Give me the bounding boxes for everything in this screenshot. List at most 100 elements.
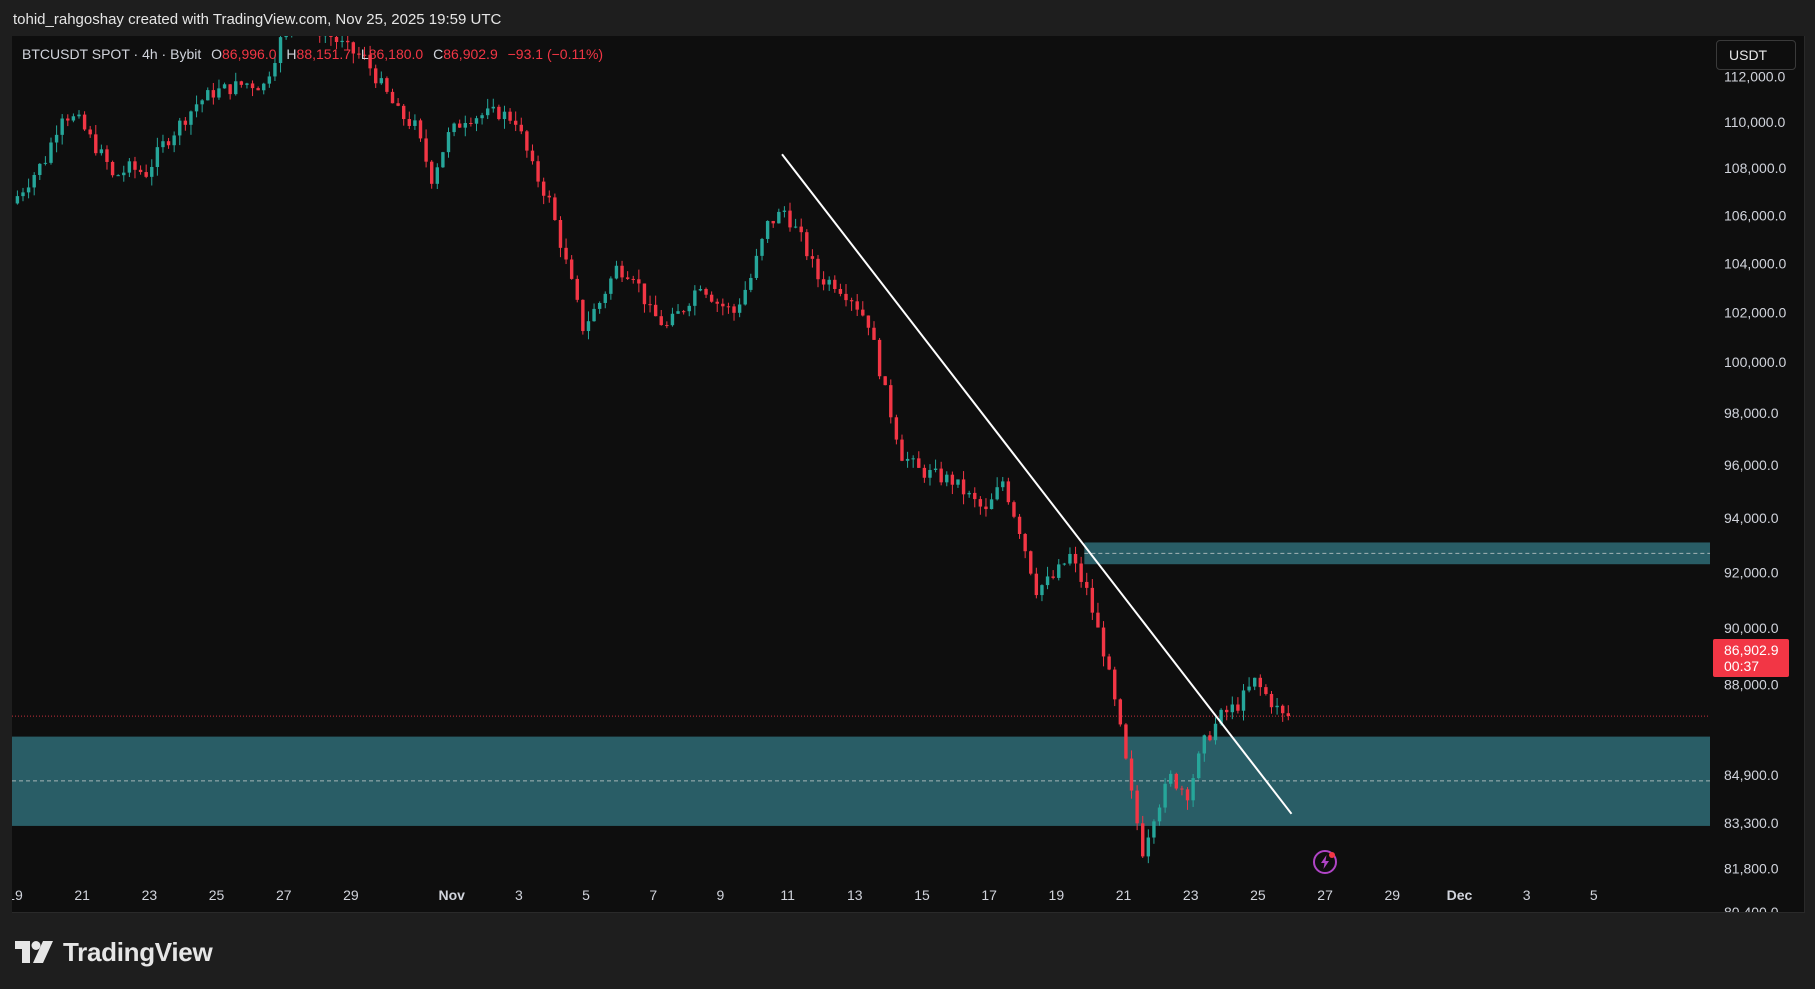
legend-interval[interactable]: 4h: [142, 46, 158, 62]
candle-body: [765, 220, 770, 239]
candle-body: [457, 123, 462, 128]
candle-body: [1264, 687, 1268, 694]
candle-body: [513, 120, 518, 125]
candle-body: [491, 106, 495, 109]
candle-body: [1045, 576, 1050, 586]
y-axis-tick-label: 96,000.0: [1724, 457, 1779, 473]
candle-body: [1286, 713, 1290, 717]
y-axis-tick-label: 83,300.0: [1724, 815, 1779, 831]
candle-body: [659, 316, 663, 326]
flash-icon[interactable]: [1312, 849, 1338, 875]
candle-body: [26, 187, 31, 193]
candle-body: [1275, 705, 1279, 708]
candle-body: [676, 311, 680, 314]
x-axis-tick-label: 3: [515, 887, 523, 903]
candle-body: [228, 84, 232, 95]
candle-body: [267, 76, 272, 84]
candle-body: [1129, 758, 1134, 791]
candle-body: [889, 385, 893, 418]
legend-open-value: 86,996.0: [222, 46, 277, 62]
candle-body: [183, 120, 188, 125]
candle-body: [1180, 788, 1184, 790]
currency-button[interactable]: USDT: [1716, 40, 1796, 70]
price-chart[interactable]: 112,000.0 110,000.0 108,000.0 106,000.0 104,…: [12, 36, 1804, 912]
candle-body: [603, 293, 607, 303]
candle-body: [810, 256, 815, 259]
candle-body: [614, 265, 619, 279]
candle-body: [133, 161, 137, 170]
candle-body: [1157, 807, 1162, 822]
candle-body: [200, 100, 204, 105]
candle-body: [698, 289, 703, 291]
candle-body: [911, 458, 915, 460]
candle-body: [452, 123, 456, 133]
candle-body: [446, 132, 451, 153]
candle-body: [1006, 481, 1011, 503]
candle-body: [60, 118, 64, 135]
candle-body: [877, 339, 882, 377]
candle-body: [1012, 502, 1016, 517]
candle-body: [385, 78, 389, 92]
candle-body: [1062, 563, 1067, 565]
tradingview-logo[interactable]: TradingView: [15, 936, 213, 968]
candle-body: [1163, 783, 1167, 808]
x-axis-tick-label: 21: [74, 887, 90, 903]
chart-frame[interactable]: 112,000.0 110,000.0 108,000.0 106,000.0 104,…: [12, 36, 1805, 913]
candle-body: [956, 479, 960, 485]
candle-body: [407, 119, 412, 126]
candle-body: [558, 219, 563, 248]
candle-body: [1152, 821, 1156, 838]
candle-body: [485, 108, 490, 116]
legend-exchange: Bybit: [170, 46, 202, 62]
candle-body: [1174, 773, 1179, 789]
candle-body: [172, 135, 176, 146]
x-axis-tick-label: 29: [343, 887, 359, 903]
legend-separator: ·: [133, 46, 143, 62]
candle-body: [346, 40, 350, 43]
candle-body: [497, 106, 501, 120]
candle-body: [917, 458, 921, 468]
candle-body: [900, 439, 904, 461]
last-price-tag: 86,902.9 00:37: [1713, 639, 1789, 677]
x-axis-tick-label: 19: [12, 887, 23, 903]
y-axis-tick-label: 80,400.0: [1724, 904, 1779, 912]
candle-body: [161, 141, 165, 148]
candle-body: [687, 305, 691, 312]
tradingview-logo-icon: [15, 941, 53, 963]
y-axis-tick-label: 110,000.0: [1724, 114, 1785, 130]
candle-body: [1017, 516, 1022, 534]
candle-body: [396, 103, 400, 106]
candle-body: [1068, 553, 1072, 564]
candle-body: [340, 40, 344, 43]
y-axis-tick-label: 88,000.0: [1724, 676, 1779, 692]
candle-body: [838, 288, 843, 294]
candle-body: [250, 83, 255, 89]
candle-body: [1258, 677, 1262, 688]
candle-body: [418, 120, 423, 139]
candle-body: [704, 289, 708, 295]
candle-body: [631, 278, 635, 280]
candle-body: [872, 327, 876, 340]
y-axis-tick-label: 112,000.0: [1724, 69, 1785, 85]
x-axis-tick-label: 9: [717, 887, 725, 903]
candle-body: [1029, 551, 1033, 574]
candle-body: [1141, 823, 1145, 857]
candle-body: [855, 301, 859, 310]
candle-body: [256, 88, 260, 91]
candle-body: [754, 255, 759, 278]
candle-body: [1107, 656, 1111, 670]
candle-body: [1040, 585, 1044, 596]
candle-body: [424, 138, 428, 162]
candle-body: [743, 289, 747, 305]
y-axis-tick-label: 92,000.0: [1724, 564, 1779, 580]
candle-body: [665, 325, 669, 327]
candle-body: [1202, 735, 1207, 754]
x-axis-tick-label: 13: [847, 887, 863, 903]
candle-body: [547, 195, 551, 198]
candle-body: [1101, 627, 1106, 657]
legend-symbol[interactable]: BTCUSDT SPOT: [22, 46, 130, 62]
x-axis-tick-label: 25: [209, 887, 225, 903]
ohlc-legend: BTCUSDT SPOT · 4h · Bybit O86,996.0 H88,…: [22, 46, 603, 62]
candle-body: [648, 304, 652, 306]
candle-body: [211, 90, 216, 98]
